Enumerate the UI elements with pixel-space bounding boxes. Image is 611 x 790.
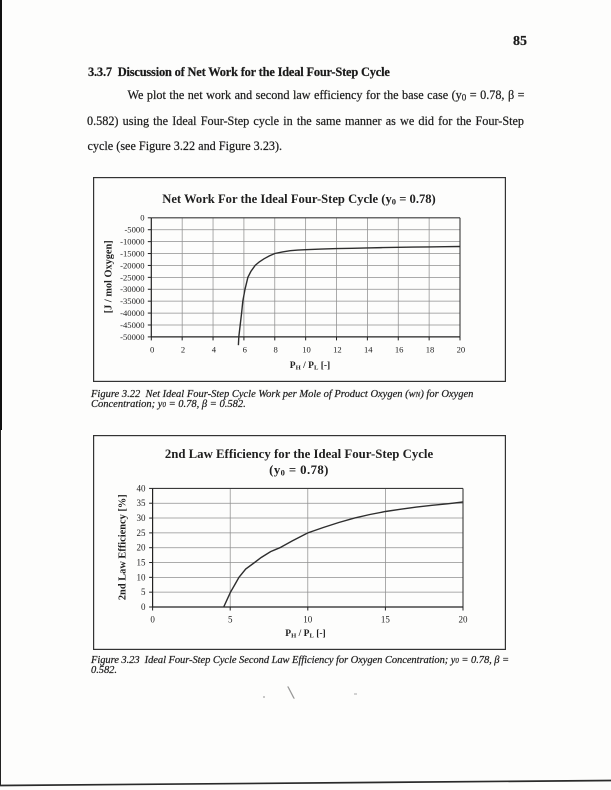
svg-text:18: 18 [426,345,435,355]
svg-text:2nd Law Efficiency [%]: 2nd Law Efficiency [%] [118,494,129,600]
svg-text:14: 14 [364,345,373,355]
svg-text:PH / PL [-]: PH / PL [-] [285,629,325,640]
svg-text:10: 10 [303,614,313,624]
svg-text:20: 20 [459,614,469,624]
svg-text:30: 30 [137,513,147,523]
svg-text:-35000: -35000 [120,296,144,306]
svg-text:-40000: -40000 [120,308,144,318]
svg-text:15: 15 [137,558,147,568]
svg-text:-20000: -20000 [120,260,144,270]
svg-text:-30000: -30000 [120,284,144,294]
svg-text:0: 0 [141,602,146,612]
svg-text:5: 5 [228,614,233,624]
svg-text:6: 6 [243,345,248,355]
svg-text:35: 35 [137,498,147,508]
svg-text:12: 12 [333,345,342,355]
svg-text:20: 20 [137,543,147,553]
svg-text:10: 10 [137,572,147,582]
svg-text:25: 25 [137,528,147,538]
svg-text:-50000: -50000 [120,332,144,342]
svg-text:5: 5 [141,587,146,597]
svg-text:40: 40 [137,483,147,493]
svg-text:16: 16 [395,345,404,355]
svg-text:0: 0 [150,345,154,355]
svg-text:2: 2 [181,345,185,355]
svg-text:0: 0 [140,213,144,223]
svg-text:8: 8 [274,345,278,355]
svg-text:PH / PL [-]: PH / PL [-] [290,361,330,372]
svg-text:10: 10 [302,345,311,355]
svg-text:20: 20 [457,345,466,355]
svg-text:(y0 = 0.78): (y0 = 0.78) [269,463,329,478]
svg-text:[J / mol Oxygen]: [J / mol Oxygen] [104,240,115,313]
svg-text:-45000: -45000 [120,320,144,330]
svg-text:4: 4 [212,345,217,355]
svg-text:2nd Law Efficiency for the Ide: 2nd Law Efficiency for the Ideal Four-St… [165,447,434,461]
svg-text:-5000: -5000 [124,225,144,235]
svg-text:15: 15 [381,614,391,624]
svg-text:-15000: -15000 [120,248,144,258]
svg-text:0: 0 [150,614,155,624]
svg-text:-25000: -25000 [120,272,144,282]
svg-text:-10000: -10000 [120,237,144,247]
svg-text:Net Work For the Ideal Four-St: Net Work For the Ideal Four-Step Cycle (… [162,192,436,207]
